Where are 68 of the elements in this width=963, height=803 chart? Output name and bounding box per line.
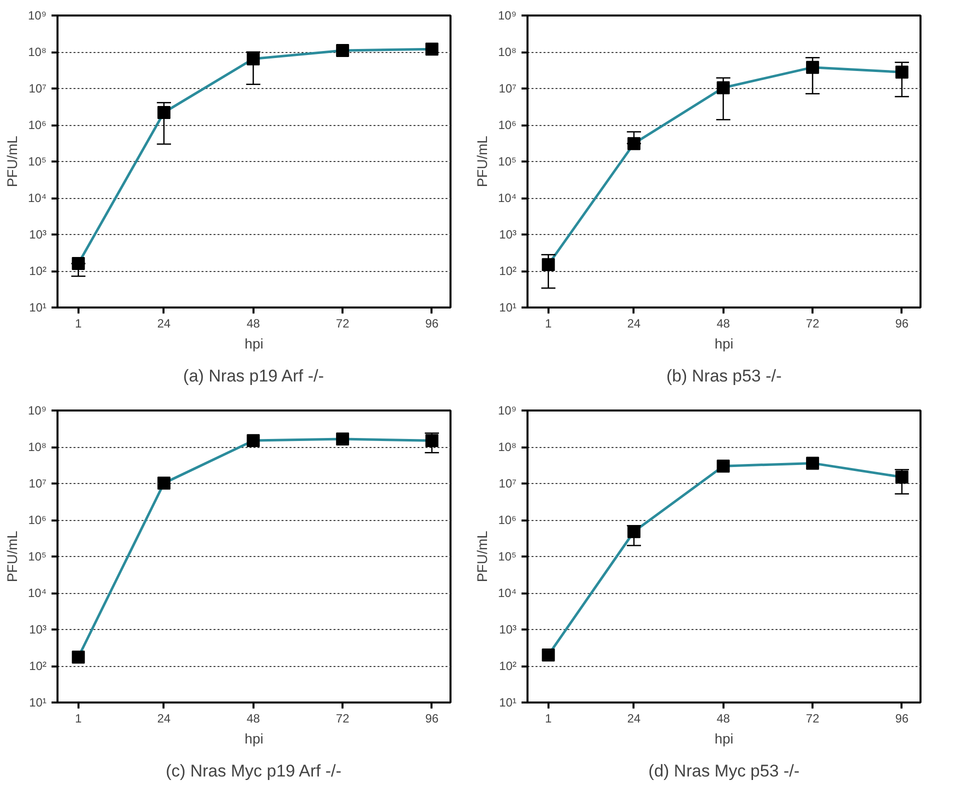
x-axis-title: hpi [244, 336, 264, 352]
x-tick-label: 72 [806, 712, 820, 726]
y-tick-label: 10³ [29, 622, 47, 636]
y-tick-label: 10² [499, 264, 517, 278]
y-tick-label: 10⁶ [28, 118, 47, 132]
y-tick-label: 10⁹ [28, 404, 47, 418]
y-tick-label: 10¹ [29, 696, 47, 710]
y-tick-label: 10⁵ [28, 550, 47, 564]
x-tick-label: 1 [545, 712, 552, 726]
x-axis-title: hpi [714, 730, 734, 746]
y-tick-label: 10⁴ [28, 586, 47, 600]
y-axis-title: PFU/mL [4, 530, 20, 582]
x-tick-label: 96 [895, 712, 909, 726]
x-tick-label: 24 [157, 712, 171, 726]
x-tick-label: 48 [246, 712, 260, 726]
x-axis-title: hpi [714, 336, 734, 352]
y-tick-label: 10⁹ [498, 404, 517, 418]
y-tick-label: 10⁸ [498, 440, 517, 454]
y-tick-label: 10³ [499, 622, 517, 636]
y-tick-label: 10⁶ [498, 513, 517, 527]
x-tick-label: 72 [336, 316, 350, 330]
x-tick-label: 48 [716, 316, 730, 330]
y-tick-label: 10⁷ [28, 476, 47, 490]
y-tick-label: 10⁵ [498, 154, 517, 168]
text: (b) Nras p53 -/- [666, 366, 782, 386]
y-axis-title: PFU/mL [4, 136, 20, 188]
y-tick-label: 10¹ [499, 696, 517, 710]
x-tick-label: 1 [75, 712, 82, 726]
y-axis-title: PFU/mL [474, 530, 490, 582]
y-tick-label: 10⁵ [28, 154, 47, 168]
y-tick-label: 10⁹ [28, 8, 47, 22]
y-tick-label: 10⁸ [28, 440, 47, 454]
y-tick-label: 10⁸ [498, 45, 517, 59]
y-tick-label: 10⁷ [498, 476, 517, 490]
y-tick-label: 10² [29, 264, 47, 278]
text: (a) Nras p19 Arf -/- [183, 366, 324, 386]
y-axis-title: PFU/mL [474, 136, 490, 188]
y-tick-label: 10⁴ [498, 586, 517, 600]
x-tick-label: 72 [806, 316, 820, 330]
x-tick-label: 1 [545, 316, 552, 330]
text: (d) Nras Myc p53 -/- [648, 762, 800, 780]
x-tick-label: 96 [895, 316, 909, 330]
x-tick-label: 96 [425, 712, 439, 726]
y-tick-label: 10⁷ [498, 82, 517, 96]
x-tick-label: 48 [246, 316, 260, 330]
y-tick-label: 10¹ [29, 300, 47, 314]
x-axis-title: hpi [244, 730, 264, 746]
y-tick-label: 10⁶ [498, 118, 517, 132]
text: (c) Nras Myc p19 Arf -/- [166, 762, 342, 780]
x-tick-label: 24 [627, 316, 641, 330]
y-tick-label: 10⁸ [28, 45, 47, 59]
y-tick-label: 10⁷ [28, 82, 47, 96]
x-tick-label: 1 [75, 316, 82, 330]
y-tick-label: 10⁴ [28, 191, 47, 205]
y-tick-label: 10¹ [499, 300, 517, 314]
y-tick-label: 10³ [499, 228, 517, 242]
y-tick-label: 10³ [29, 228, 47, 242]
y-tick-label: 10⁴ [498, 191, 517, 205]
x-tick-label: 72 [336, 712, 350, 726]
y-tick-label: 10⁶ [28, 513, 47, 527]
x-tick-label: 24 [627, 712, 641, 726]
x-tick-label: 96 [425, 316, 439, 330]
x-tick-label: 24 [157, 316, 171, 330]
x-tick-label: 48 [716, 712, 730, 726]
y-tick-label: 10² [499, 659, 517, 673]
y-tick-label: 10⁹ [498, 8, 517, 22]
y-tick-label: 10² [29, 659, 47, 673]
y-tick-label: 10⁵ [498, 550, 517, 564]
